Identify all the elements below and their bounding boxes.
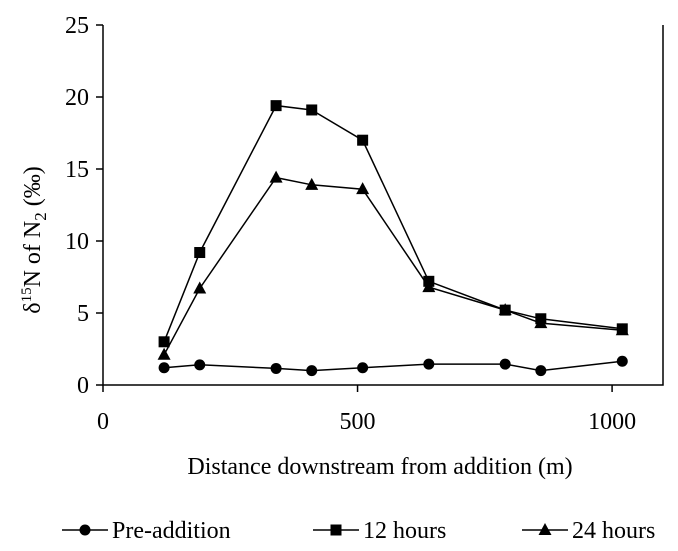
legend-label: 24 hours xyxy=(572,518,655,544)
x-tick-label: 500 xyxy=(340,409,376,435)
y-axis-title-unit: (‰) xyxy=(20,166,46,212)
y-tick-label: 25 xyxy=(65,13,89,39)
y-tick-label: 5 xyxy=(77,301,89,327)
legend-item: 24 hours xyxy=(522,518,655,544)
legend-circle-marker xyxy=(79,524,91,536)
square-marker xyxy=(306,104,318,116)
triangle-marker xyxy=(498,303,512,316)
circle-marker xyxy=(535,365,547,377)
plot-frame xyxy=(102,25,664,386)
plot-area xyxy=(157,100,629,377)
triangle-marker xyxy=(356,182,370,195)
triangle-marker xyxy=(534,316,548,329)
triangle-marker xyxy=(269,170,283,183)
legend: Pre-addition 12 hours 24 hours xyxy=(62,518,655,544)
square-marker xyxy=(357,134,369,146)
legend-item: Pre-addition xyxy=(62,518,231,544)
x-tick-label: 0 xyxy=(97,409,109,435)
square-marker xyxy=(270,100,282,112)
circle-marker xyxy=(423,358,435,370)
x-axis-title: Distance downstream from addition (m) xyxy=(187,454,572,480)
triangle-marker xyxy=(305,177,319,190)
y-axis-title-delta: δ xyxy=(20,302,46,313)
y-axis-title-superscript: 15 xyxy=(19,287,35,302)
y-tick-label: 20 xyxy=(65,85,89,111)
circle-marker xyxy=(499,358,511,370)
legend-item: 12 hours xyxy=(313,518,446,544)
triangle-marker xyxy=(615,323,629,336)
series-line xyxy=(164,360,623,372)
circle-marker xyxy=(616,355,628,367)
legend-label: 12 hours xyxy=(363,518,446,544)
circle-marker xyxy=(194,359,206,371)
y-tick-label: 15 xyxy=(65,157,89,183)
x-tick-label: 1000 xyxy=(588,409,636,435)
legend-square-marker xyxy=(330,524,342,536)
y-tick-label: 10 xyxy=(65,229,89,255)
legend-label: Pre-addition xyxy=(112,518,231,544)
circle-marker xyxy=(357,362,369,374)
circle-marker xyxy=(306,365,318,377)
series-12-hours xyxy=(158,100,628,348)
circle-marker xyxy=(270,362,282,374)
y-axis-title-main: N of N xyxy=(20,221,46,288)
series-line xyxy=(163,104,623,343)
y-axis-title-subscript: 2 xyxy=(31,212,50,221)
triangle-marker xyxy=(193,281,207,294)
axes: 0 5 10 15 20 25 0 500 1000 xyxy=(65,13,664,435)
y-axis-title: δ15N of N2 (‰) xyxy=(19,166,50,313)
triangle-marker xyxy=(422,280,436,293)
square-marker xyxy=(158,336,170,348)
legend-triangle-marker xyxy=(538,523,552,535)
series-pre-addition xyxy=(158,355,628,377)
series-24-hours xyxy=(157,170,629,360)
circle-marker xyxy=(158,362,170,374)
square-marker xyxy=(194,247,206,259)
triangle-marker xyxy=(157,347,171,360)
y-tick-label: 0 xyxy=(77,373,89,399)
